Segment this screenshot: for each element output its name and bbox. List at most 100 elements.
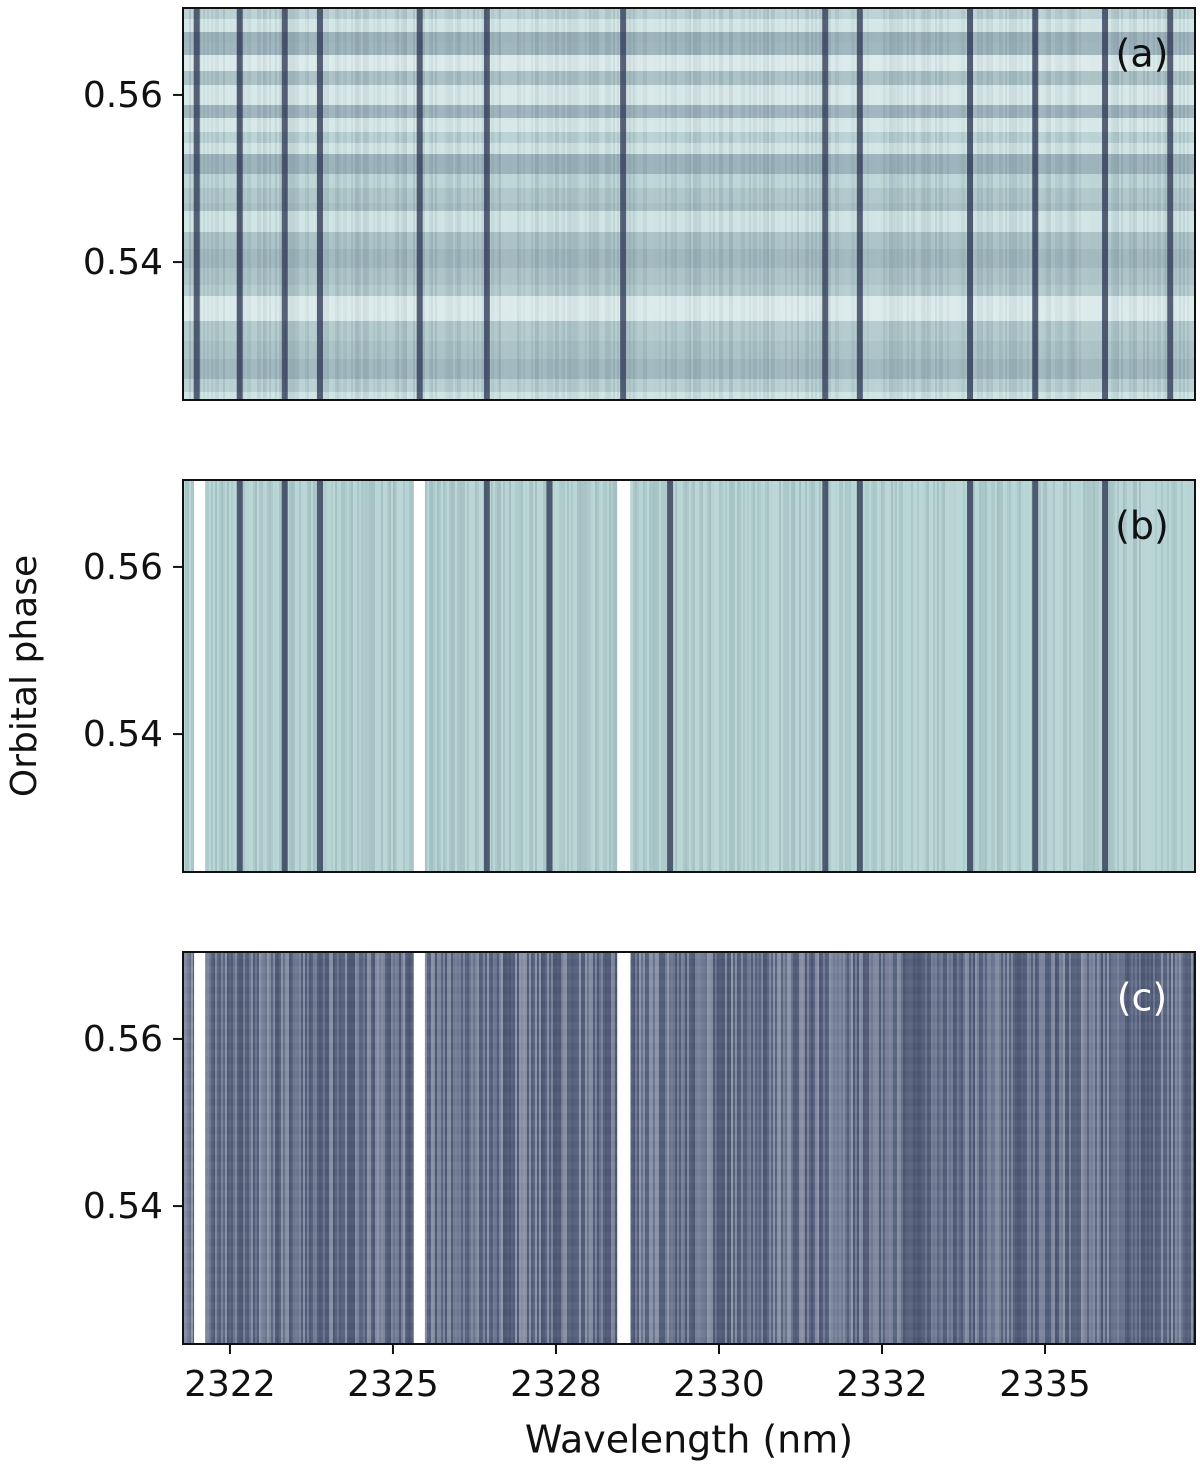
texture — [1003, 952, 1005, 1344]
texture — [371, 952, 373, 1344]
texture — [1117, 8, 1119, 400]
texture — [701, 480, 703, 872]
texture — [1003, 8, 1005, 400]
texture — [183, 211, 1195, 232]
texture — [937, 480, 939, 872]
texture — [793, 480, 795, 872]
texture — [951, 480, 953, 872]
texture — [315, 8, 317, 400]
texture — [437, 952, 439, 1344]
texture — [407, 952, 409, 1344]
texture — [557, 8, 559, 400]
texture — [843, 8, 845, 400]
texture — [261, 8, 263, 400]
texture — [1165, 952, 1167, 1344]
texture — [913, 480, 915, 872]
texture — [191, 8, 193, 400]
texture — [301, 480, 303, 872]
texture — [797, 8, 799, 400]
texture — [657, 8, 659, 400]
texture — [999, 480, 1001, 872]
texture — [799, 952, 801, 1344]
texture — [935, 8, 937, 400]
absorption-line — [1102, 8, 1109, 400]
x-tick-label: 2332 — [836, 1364, 928, 1405]
texture — [365, 480, 367, 872]
texture — [333, 952, 335, 1344]
texture — [1179, 952, 1181, 1344]
texture — [933, 8, 935, 400]
texture — [343, 480, 345, 872]
texture — [897, 8, 899, 400]
texture — [529, 8, 531, 400]
texture — [1005, 8, 1007, 400]
texture — [741, 952, 743, 1344]
texture — [1121, 952, 1123, 1344]
texture — [323, 952, 325, 1344]
texture — [225, 952, 227, 1344]
texture — [1045, 480, 1047, 872]
texture — [379, 952, 381, 1344]
texture — [865, 952, 867, 1344]
texture — [1079, 952, 1081, 1344]
texture — [289, 8, 291, 400]
texture — [565, 8, 567, 400]
texture — [183, 105, 1195, 118]
texture — [855, 952, 857, 1344]
texture — [939, 480, 941, 872]
texture — [1071, 480, 1073, 872]
texture — [657, 952, 659, 1344]
texture — [695, 480, 697, 872]
texture — [929, 8, 931, 400]
texture — [387, 8, 389, 400]
texture — [295, 480, 297, 872]
texture — [189, 8, 191, 400]
texture — [369, 480, 371, 872]
texture — [1003, 480, 1005, 872]
texture — [763, 8, 765, 400]
texture — [409, 952, 411, 1344]
texture — [187, 8, 189, 400]
texture — [705, 480, 707, 872]
texture — [221, 8, 223, 400]
texture — [253, 8, 255, 400]
panel-background — [183, 480, 1195, 872]
texture — [733, 480, 735, 872]
texture — [485, 952, 487, 1344]
texture — [503, 8, 505, 400]
texture — [387, 952, 389, 1344]
texture — [563, 8, 565, 400]
absorption-line — [1032, 480, 1039, 872]
texture — [923, 480, 925, 872]
absorption-line — [667, 480, 674, 872]
texture — [701, 8, 703, 400]
texture — [783, 8, 785, 400]
texture — [427, 480, 429, 872]
texture — [1155, 8, 1157, 400]
texture — [235, 8, 237, 400]
texture — [915, 480, 917, 872]
texture — [185, 480, 187, 872]
texture — [991, 8, 993, 400]
texture — [185, 952, 187, 1344]
texture — [405, 952, 407, 1344]
texture — [453, 8, 455, 400]
texture — [1175, 480, 1177, 872]
texture — [553, 480, 555, 872]
texture — [219, 8, 221, 400]
texture — [1049, 480, 1051, 872]
absorption-line — [193, 8, 200, 400]
texture — [521, 8, 523, 400]
texture — [1059, 480, 1061, 872]
texture — [785, 480, 787, 872]
texture — [715, 480, 717, 872]
texture — [757, 952, 759, 1344]
texture — [1043, 8, 1045, 400]
texture — [889, 8, 891, 400]
texture — [249, 8, 251, 400]
texture — [183, 232, 1195, 249]
texture — [279, 952, 281, 1344]
texture — [559, 952, 561, 1344]
texture — [613, 480, 615, 872]
texture — [1073, 480, 1075, 872]
